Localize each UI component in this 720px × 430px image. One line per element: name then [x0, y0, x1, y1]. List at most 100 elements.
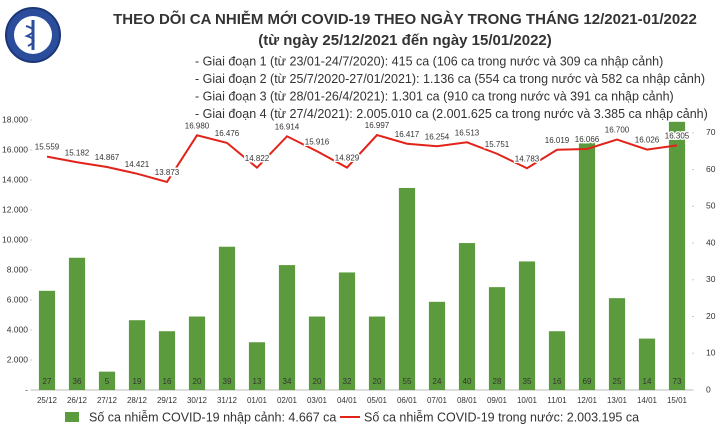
y-tick-label: 2.000 [7, 354, 29, 364]
y2-tick-label: 30 [706, 274, 716, 284]
y-tick-label: 18.000 [2, 114, 28, 124]
y2-tick-label: 20 [706, 311, 716, 321]
line-label: 16.417 [395, 130, 420, 139]
bar-label: 36 [73, 377, 82, 386]
x-tick-label: 10/01 [517, 396, 538, 405]
chart-subtitle: (từ ngày 25/12/2021 đến ngày 15/01/2022) [258, 32, 552, 49]
x-tick-label: 13/01 [607, 396, 628, 405]
bar [608, 298, 626, 390]
line-label: 14.822 [245, 154, 270, 163]
bar [128, 320, 146, 390]
line-label: 14.829 [335, 154, 360, 163]
bar [488, 287, 506, 390]
annotation: - Giai đoạn 4 (từ 27/4/2021): 2.005.010 … [195, 107, 708, 121]
bar [458, 243, 476, 390]
y2-tick-label: 10 [706, 348, 716, 358]
x-tick-label: 29/12 [157, 396, 178, 405]
x-tick-label: 07/01 [427, 396, 448, 405]
x-tick-label: 31/12 [217, 396, 238, 405]
x-tick-label: 05/01 [367, 396, 388, 405]
y2-tick-label: 0 [706, 384, 711, 394]
line-label: 15.559 [35, 143, 60, 152]
bar [68, 257, 86, 390]
bar-label: 34 [283, 377, 292, 386]
chart-title: THEO DÕI CA NHIỄM MỚI COVID-19 THEO NGÀY… [113, 10, 697, 28]
bar [98, 371, 116, 390]
line-label: 16.980 [185, 121, 210, 130]
annotation: - Giai đoạn 2 (từ 25/7/2020-27/01/2021):… [195, 72, 705, 86]
line-label: 16.914 [275, 122, 300, 131]
x-tick-label: 12/01 [577, 396, 598, 405]
line-label: 16.066 [575, 135, 600, 144]
x-tick-label: 09/01 [487, 396, 508, 405]
bar [218, 246, 236, 390]
line-label: 16.513 [455, 128, 480, 137]
x-tick-label: 02/01 [277, 396, 298, 405]
bar-label: 25 [613, 377, 622, 386]
x-tick-label: 03/01 [307, 396, 328, 405]
x-tick-label: 11/01 [547, 396, 567, 405]
bar-label: 13 [253, 377, 262, 386]
line-label: 16.997 [365, 121, 390, 130]
y2-tick-label: 70 [706, 127, 716, 137]
line-label: 16.700 [605, 126, 630, 135]
bar-label: 69 [583, 377, 592, 386]
bar-label: 16 [163, 377, 172, 386]
line-label: 16.254 [425, 132, 450, 141]
bar [368, 316, 386, 390]
x-tick-label: 06/01 [397, 396, 418, 405]
x-tick-label: 27/12 [97, 396, 118, 405]
y-tick-label: - [25, 384, 28, 394]
annotation: - Giai đoạn 1 (từ 23/01-24/7/2020): 415 … [195, 54, 663, 68]
y-tick-label: 10.000 [2, 234, 28, 244]
y-tick-label: 14.000 [2, 174, 28, 184]
legend-swatch [65, 412, 79, 422]
line [46, 133, 678, 184]
bar-label: 27 [43, 377, 52, 386]
bar-label: 73 [673, 377, 682, 386]
bar-label: 14 [643, 377, 652, 386]
bar [398, 187, 416, 390]
annotation: - Giai đoạn 3 (từ 28/01-26/4/2021): 1.30… [195, 89, 674, 103]
x-tick-label: 28/12 [127, 396, 148, 405]
x-tick-label: 04/01 [337, 396, 358, 405]
bar-label: 55 [403, 377, 412, 386]
y-tick-label: 8.000 [7, 264, 29, 274]
y-tick-label: 4.000 [7, 324, 29, 334]
line-label: 15.916 [305, 137, 330, 146]
logo [5, 7, 61, 63]
bar [38, 290, 56, 390]
x-tick-label: 01/01 [247, 396, 268, 405]
bar-label: 20 [373, 377, 382, 386]
bar [548, 331, 566, 390]
bar-label: 19 [133, 377, 142, 386]
y-tick-label: 6.000 [7, 294, 29, 304]
bar-label: 20 [193, 377, 202, 386]
bar [308, 316, 326, 390]
bar [248, 342, 266, 390]
line-label: 16.305 [665, 132, 690, 141]
y2-tick-label: 60 [706, 164, 716, 174]
y-tick-label: 12.000 [2, 204, 28, 214]
bar [578, 136, 596, 390]
line-label: 14.867 [95, 153, 120, 162]
bar-label: 35 [523, 377, 532, 386]
x-tick-label: 25/12 [37, 396, 58, 405]
bar-label: 39 [223, 377, 232, 386]
bar-label: 20 [313, 377, 322, 386]
bar [638, 338, 656, 390]
line-label: 15.182 [65, 148, 90, 157]
x-tick-label: 26/12 [67, 396, 88, 405]
x-tick-label: 30/12 [187, 396, 208, 405]
y2-tick-label: 40 [706, 237, 716, 247]
bar-label: 16 [553, 377, 562, 386]
line-label: 16.019 [545, 136, 570, 145]
y2-tick-label: 50 [706, 201, 716, 211]
x-tick-label: 08/01 [457, 396, 478, 405]
line-label: 16.476 [215, 129, 240, 138]
bar [428, 301, 446, 390]
line-label: 15.751 [485, 140, 510, 149]
bar [158, 331, 176, 390]
bar [188, 316, 206, 390]
